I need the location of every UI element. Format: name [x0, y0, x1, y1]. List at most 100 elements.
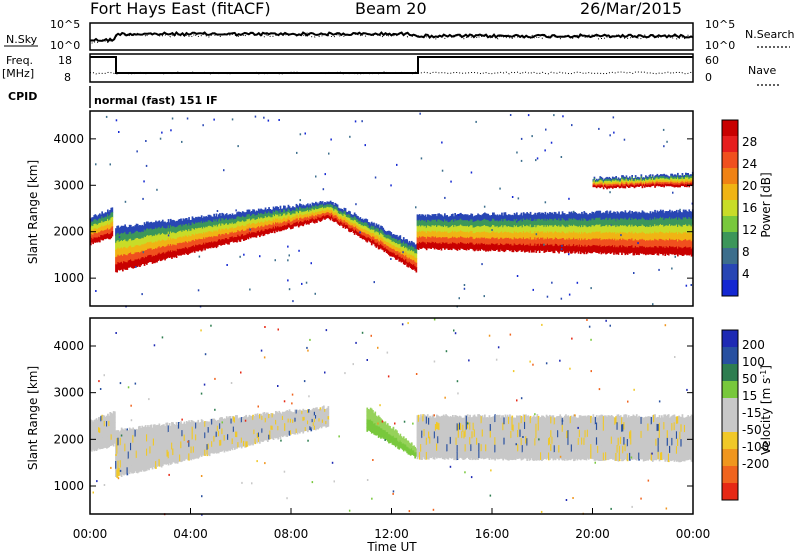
data-cell: [187, 447, 189, 454]
data-cell: [185, 445, 188, 453]
data-cell: [446, 220, 448, 227]
data-cell: [399, 256, 402, 262]
data-cell: [191, 228, 194, 235]
data-cell: [142, 463, 145, 472]
data-cell: [616, 185, 619, 187]
data-cell: [175, 442, 178, 450]
data-cell: [649, 218, 652, 226]
data-cell: [343, 223, 346, 227]
beam-title: Beam 20: [355, 0, 427, 18]
data-cell: [373, 240, 375, 245]
data-cell: [319, 201, 322, 205]
data-cell: [560, 226, 563, 234]
data-cell: [231, 421, 234, 428]
data-speckle: [235, 209, 237, 212]
data-cell: [225, 223, 228, 229]
data-cell: [211, 221, 213, 228]
data-cell: [216, 431, 219, 437]
data-cell: [189, 225, 192, 232]
data-speckle: [243, 253, 245, 256]
data-cell: [432, 219, 435, 226]
data-cell: [144, 243, 147, 251]
data-cell: [112, 434, 115, 441]
data-cell: [141, 462, 144, 470]
data-cell: [326, 214, 329, 219]
data-speckle: [593, 212, 595, 215]
data-speckle: [124, 200, 127, 203]
data-cell: [616, 183, 619, 186]
data-speckle: [298, 249, 300, 252]
data-cell: [199, 222, 202, 229]
data-cell: [559, 244, 562, 252]
data-cell: [446, 226, 448, 233]
data-cell: [488, 238, 491, 245]
data-cell: [549, 218, 551, 226]
data-cell: [414, 253, 416, 258]
data-cell: [279, 222, 282, 228]
data-cell: [225, 228, 228, 234]
data-cell: [627, 179, 630, 182]
data-cell: [585, 226, 588, 234]
data-cell: [108, 426, 110, 432]
data-cell: [366, 219, 369, 224]
data-cell: [231, 213, 234, 219]
data-cell: [653, 212, 655, 220]
data-cell: [212, 222, 214, 228]
data-cell: [213, 224, 215, 231]
data-cell: [177, 243, 180, 250]
data-cell: [110, 232, 113, 239]
data-cell: [272, 214, 275, 220]
data-cell: [562, 225, 565, 233]
data-cell: [187, 219, 189, 226]
data-cell: [690, 181, 693, 185]
data-cell: [486, 225, 488, 233]
data-cell: [294, 417, 297, 423]
data-cell: [131, 240, 133, 248]
data-cell: [277, 222, 279, 227]
data-cell: [143, 250, 146, 259]
data-cell: [299, 210, 301, 216]
data-cell: [613, 180, 615, 183]
data-cell: [425, 233, 428, 240]
data-cell: [207, 427, 210, 434]
data-cell: [138, 245, 140, 253]
data-cell: [634, 177, 637, 180]
data-cell: [415, 262, 418, 268]
data-cell: [657, 184, 660, 187]
data-cell: [200, 221, 203, 228]
data-cell: [554, 224, 557, 232]
data-cell: [188, 420, 190, 428]
data-cell: [252, 227, 254, 233]
data-cell: [637, 182, 639, 185]
data-cell: [400, 254, 403, 259]
data-cell: [414, 244, 416, 250]
data-cell: [112, 411, 115, 418]
data-cell: [277, 425, 279, 431]
data-cell: [208, 220, 211, 227]
data-cell: [232, 228, 235, 234]
data-cell: [91, 430, 93, 437]
data-cell: [405, 251, 407, 256]
data-cell: [167, 219, 170, 226]
data-cell: [180, 224, 182, 232]
data-cell: [634, 175, 637, 178]
data-cell: [126, 262, 129, 270]
data-cell: [601, 212, 604, 220]
data-cell: [683, 180, 686, 184]
data-cell: [134, 238, 137, 247]
data-cell: [114, 437, 116, 444]
data-cell: [144, 432, 147, 441]
data-cell: [292, 206, 294, 211]
data-cell: [516, 231, 518, 239]
data-speckle: [623, 138, 626, 141]
data-cell: [238, 427, 241, 433]
data-cell: [541, 244, 543, 251]
data-cell: [509, 238, 511, 246]
data-cell: [133, 233, 136, 241]
data-cell: [96, 229, 99, 234]
data-cell: [214, 436, 217, 442]
data-cell: [543, 220, 546, 228]
data-cell: [527, 238, 530, 246]
data-cell: [537, 212, 540, 220]
data-cell: [608, 245, 611, 253]
